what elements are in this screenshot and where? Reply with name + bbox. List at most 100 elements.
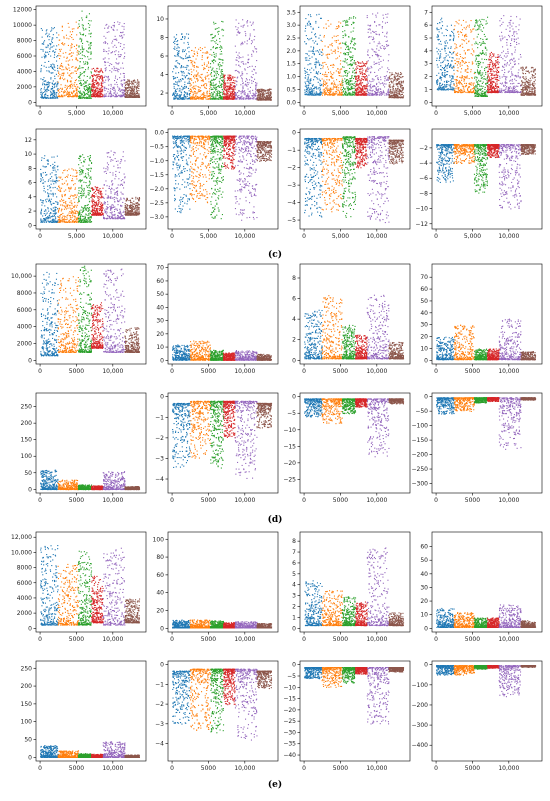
data-point xyxy=(321,91,323,93)
data-point xyxy=(212,97,214,99)
data-point xyxy=(444,76,446,78)
data-point xyxy=(352,90,354,92)
data-point xyxy=(94,84,96,86)
data-point xyxy=(96,77,98,79)
data-point xyxy=(112,87,114,89)
data-point xyxy=(91,68,93,70)
data-point xyxy=(443,66,445,68)
data-point xyxy=(76,91,78,93)
data-point xyxy=(265,97,267,99)
data-point xyxy=(452,66,454,68)
data-point xyxy=(186,92,188,94)
data-point xyxy=(104,95,106,97)
data-point xyxy=(198,48,200,50)
data-point xyxy=(312,50,314,52)
data-point xyxy=(440,40,442,42)
data-point xyxy=(80,92,82,94)
data-point xyxy=(440,62,442,64)
data-point xyxy=(259,92,261,94)
data-point xyxy=(215,48,217,50)
data-point xyxy=(361,76,363,78)
data-point xyxy=(444,89,446,91)
data-point xyxy=(375,92,377,94)
data-point xyxy=(190,78,192,80)
data-point xyxy=(188,46,190,48)
data-point xyxy=(222,92,224,94)
data-point xyxy=(116,29,118,31)
data-point xyxy=(51,92,53,94)
data-point xyxy=(367,51,369,53)
data-point xyxy=(46,32,48,34)
data-point xyxy=(394,74,396,76)
data-point xyxy=(130,93,132,95)
data-point xyxy=(88,96,90,98)
data-point xyxy=(360,79,362,81)
data-point xyxy=(92,92,94,94)
data-point xyxy=(81,94,83,96)
data-point xyxy=(330,83,332,85)
data-point xyxy=(102,82,104,84)
data-point xyxy=(194,95,196,97)
data-point xyxy=(402,76,404,78)
data-point xyxy=(59,50,61,52)
data-point xyxy=(133,90,135,92)
data-point xyxy=(180,65,182,67)
data-point xyxy=(364,94,366,96)
data-point xyxy=(124,56,126,58)
data-point xyxy=(400,87,402,89)
data-point xyxy=(236,59,238,61)
data-point xyxy=(41,95,43,97)
data-point xyxy=(192,86,194,88)
data-point xyxy=(212,46,214,48)
data-point xyxy=(357,94,359,96)
data-point xyxy=(313,90,315,92)
data-point xyxy=(368,85,370,87)
data-point xyxy=(395,95,397,97)
data-point xyxy=(248,38,250,40)
data-point xyxy=(237,70,239,72)
data-point xyxy=(235,80,237,82)
data-point xyxy=(108,88,110,90)
data-point xyxy=(207,52,209,54)
data-point xyxy=(206,52,208,54)
data-point xyxy=(47,86,49,88)
data-point xyxy=(179,98,181,100)
data-point xyxy=(124,82,126,84)
data-point xyxy=(215,98,217,100)
data-point xyxy=(84,93,86,95)
data-point xyxy=(228,96,230,98)
data-point xyxy=(245,33,247,35)
data-point xyxy=(350,40,352,42)
data-point xyxy=(269,88,271,90)
data-point xyxy=(53,91,55,93)
y-tick-label: 3.5 xyxy=(286,9,296,16)
data-point xyxy=(74,95,76,97)
data-point xyxy=(380,55,382,57)
data-point xyxy=(220,65,222,67)
data-point xyxy=(105,93,107,95)
data-point xyxy=(50,30,52,32)
data-point xyxy=(250,43,252,45)
data-point xyxy=(51,29,53,31)
data-point xyxy=(208,67,210,69)
data-point xyxy=(176,98,178,100)
data-point xyxy=(213,62,215,64)
data-point xyxy=(104,61,106,63)
data-point xyxy=(71,72,73,74)
data-point xyxy=(336,92,338,94)
data-point xyxy=(223,84,225,86)
data-point xyxy=(439,86,441,88)
data-point xyxy=(219,48,221,50)
data-point xyxy=(316,78,318,80)
data-point xyxy=(325,88,327,90)
data-point xyxy=(46,86,48,88)
data-point xyxy=(71,55,73,57)
data-point xyxy=(388,76,390,78)
data-point xyxy=(311,89,313,91)
data-point xyxy=(87,66,89,68)
data-point xyxy=(86,50,88,52)
data-point xyxy=(118,94,120,96)
data-point xyxy=(51,93,53,95)
data-point xyxy=(263,99,265,101)
